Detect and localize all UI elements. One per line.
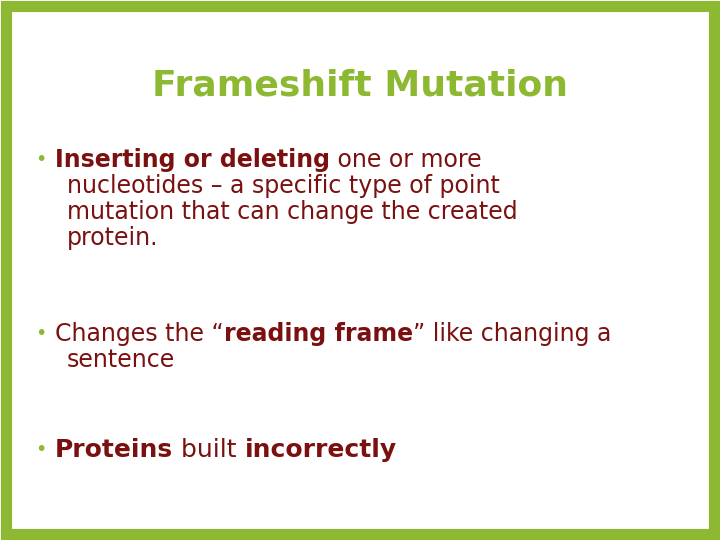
- Text: Inserting or deleting: Inserting or deleting: [55, 148, 330, 172]
- Text: protein.: protein.: [67, 226, 158, 250]
- Text: •: •: [35, 440, 47, 459]
- Text: Proteins: Proteins: [55, 438, 173, 462]
- Text: reading frame: reading frame: [224, 322, 413, 346]
- Text: incorrectly: incorrectly: [245, 438, 397, 462]
- Text: •: •: [35, 324, 47, 343]
- Text: one or more: one or more: [330, 148, 482, 172]
- Text: sentence: sentence: [67, 348, 175, 372]
- Text: ” like changing a: ” like changing a: [413, 322, 611, 346]
- Text: Frameshift Mutation: Frameshift Mutation: [152, 68, 568, 102]
- Text: mutation that can change the created: mutation that can change the created: [67, 200, 518, 224]
- Text: built: built: [173, 438, 245, 462]
- Text: nucleotides – a specific type of point: nucleotides – a specific type of point: [67, 174, 500, 198]
- Text: •: •: [35, 150, 47, 169]
- Text: Changes the “: Changes the “: [55, 322, 224, 346]
